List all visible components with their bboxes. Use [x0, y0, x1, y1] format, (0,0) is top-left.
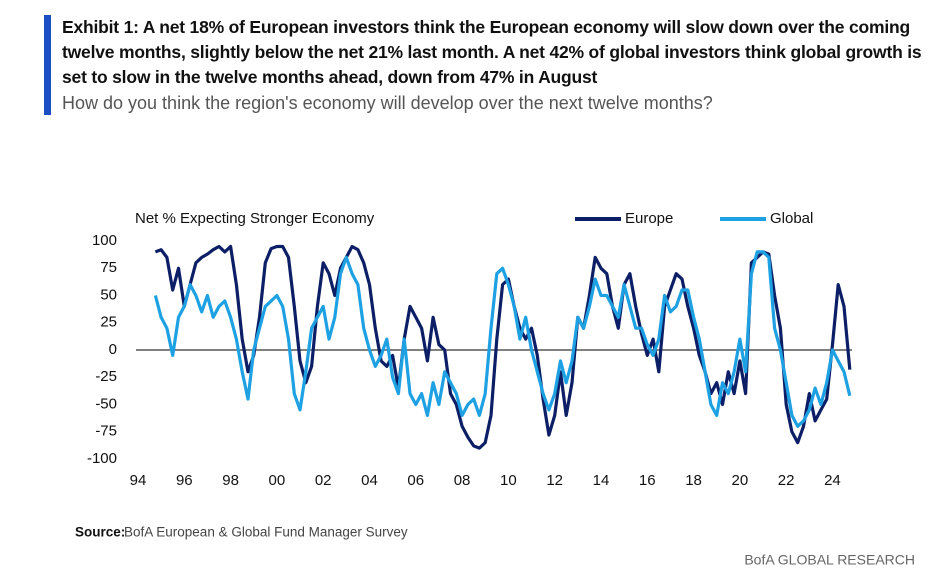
- y-tick-label: -75: [95, 423, 117, 440]
- x-tick-label: 18: [685, 472, 702, 489]
- x-tick-label: 96: [176, 472, 193, 489]
- y-tick-label: 50: [100, 286, 117, 303]
- y-tick-label: -100: [87, 450, 117, 467]
- chart-subtitle: How do you think the region's economy wi…: [62, 93, 713, 113]
- x-tick-label: 00: [269, 472, 286, 489]
- x-tick-label: 14: [593, 472, 610, 489]
- x-tick-label: 08: [454, 472, 471, 489]
- x-tick-label: 20: [732, 472, 749, 489]
- y-tick-label: 75: [100, 259, 117, 276]
- chart-title: Exhibit 1: A net 18% of European investo…: [62, 17, 922, 87]
- y-tick-label: 25: [100, 314, 117, 331]
- y-tick-label: 100: [92, 232, 117, 249]
- x-tick-label: 24: [824, 472, 841, 489]
- x-tick-label: 10: [500, 472, 517, 489]
- series-line: [153, 250, 852, 428]
- series-line: [154, 244, 852, 450]
- footer: BofA GLOBAL RESEARCH: [744, 552, 915, 568]
- source-label: Source:: [75, 525, 125, 540]
- legend-label: Europe: [625, 210, 673, 227]
- y-tick-label: 0: [109, 341, 117, 358]
- x-tick-label: 04: [361, 472, 378, 489]
- x-tick-label: 12: [546, 472, 563, 489]
- x-tick-label: 98: [222, 472, 239, 489]
- x-tick-label: 16: [639, 472, 656, 489]
- y-axis-label: Net % Expecting Stronger Economy: [135, 210, 375, 227]
- x-tick-label: 02: [315, 472, 332, 489]
- x-tick-label: 94: [130, 472, 147, 489]
- source: BofA European & Global Fund Manager Surv…: [124, 525, 408, 540]
- x-tick-label: 22: [778, 472, 795, 489]
- legend-label: Global: [770, 210, 813, 227]
- x-tick-label: 06: [407, 472, 424, 489]
- y-tick-label: -25: [95, 368, 117, 385]
- y-tick-label: -50: [95, 395, 117, 412]
- header: Exhibit 1: A net 18% of European investo…: [44, 15, 922, 115]
